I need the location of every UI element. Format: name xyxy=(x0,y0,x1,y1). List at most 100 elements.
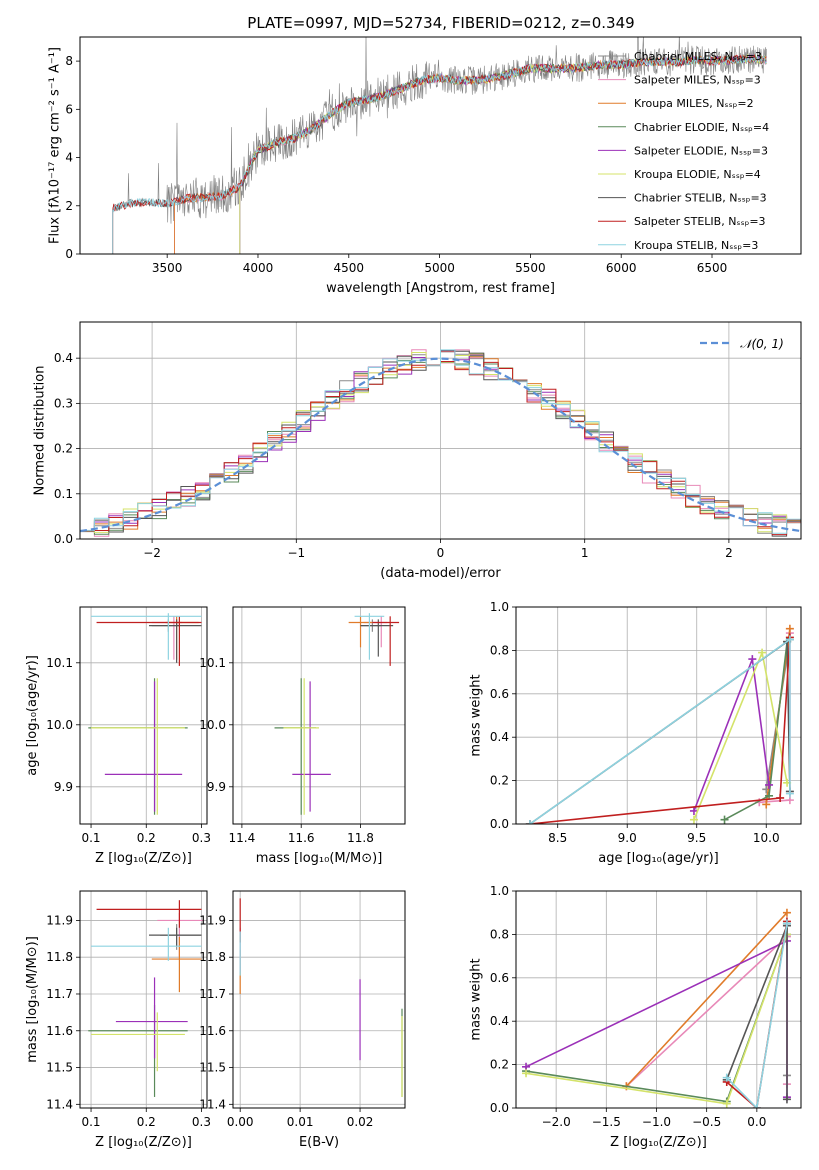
weight-marker xyxy=(785,624,794,633)
legend-entry: Chabrier MILES, Nₛₛₚ=3 xyxy=(634,50,762,63)
weight-marker xyxy=(722,1073,731,1082)
weight-marker xyxy=(765,780,774,789)
weight-marker xyxy=(782,908,791,917)
y-axis-label: mass weight xyxy=(469,958,484,1040)
y-tick-label: 10.0 xyxy=(46,718,73,732)
x-axis-label: Z [log₁₀(Z/Z⊙)] xyxy=(610,1135,707,1150)
y-axis-label: Flux [fλ10⁻¹⁷ erg cm⁻² s⁻¹ A⁻¹] xyxy=(48,47,63,244)
x-tick-label: 0.3 xyxy=(192,831,211,845)
y-tick-label: 0.8 xyxy=(490,643,509,657)
plot-area xyxy=(522,908,791,1108)
weight-marker xyxy=(689,815,698,824)
x-tick-label: 5500 xyxy=(515,261,546,275)
y-tick-label: 4 xyxy=(65,151,73,165)
y-tick-label: 2 xyxy=(65,199,73,213)
axes-frame xyxy=(515,606,802,825)
weight-marker xyxy=(525,820,534,824)
weight-marker xyxy=(722,1099,731,1108)
x-tick-label: 0.02 xyxy=(347,1115,374,1129)
axes-frame xyxy=(515,890,802,1109)
y-tick-label: 11.6 xyxy=(199,1024,226,1038)
weight-marker xyxy=(785,789,794,798)
y-tick-label: 11.7 xyxy=(199,987,226,1001)
x-axis-label: E(B-V) xyxy=(299,1135,339,1150)
x-tick-label: 11.4 xyxy=(229,831,256,845)
y-axis-label: mass weight xyxy=(469,674,484,756)
y-tick-label: 0.6 xyxy=(490,687,509,701)
axes-frame xyxy=(232,890,406,1109)
y-axis-label: Normed distribution xyxy=(33,366,48,496)
y-tick-label: 11.9 xyxy=(46,913,73,927)
x-tick-label: −1.0 xyxy=(642,1115,671,1129)
model-spectrum-kroupa-stelib xyxy=(112,55,767,254)
weight-marker xyxy=(785,635,794,644)
x-axis-label: Z [log₁₀(Z/Z⊙)] xyxy=(95,851,192,866)
y-tick-label: 0.3 xyxy=(54,396,73,410)
x-tick-label: −0.5 xyxy=(692,1115,721,1129)
plot-area xyxy=(88,613,202,815)
weight-line xyxy=(529,637,791,824)
y-tick-label: 0.0 xyxy=(490,817,509,831)
x-tick-label: 6500 xyxy=(697,261,728,275)
y-tick-label: 1.0 xyxy=(490,600,509,614)
x-tick-label: 6000 xyxy=(606,261,637,275)
weight-marker xyxy=(776,793,785,802)
weight-marker xyxy=(752,1104,761,1108)
x-tick-label: 2 xyxy=(725,546,733,560)
legend-entry: Salpeter ELODIE, Nₛₛₚ=3 xyxy=(634,144,768,157)
y-tick-label: 0.8 xyxy=(490,927,509,941)
x-tick-label: 10.0 xyxy=(753,831,780,845)
legend-entry: Kroupa ELODIE, Nₛₛₚ=4 xyxy=(634,168,761,181)
y-tick-label: 1.0 xyxy=(490,884,509,898)
y-tick-label: 0.4 xyxy=(490,730,509,744)
plot-area xyxy=(274,613,400,815)
y-tick-label: 10.0 xyxy=(199,718,226,732)
x-tick-label: 9.0 xyxy=(618,831,637,845)
legend-entry: Salpeter MILES, Nₛₛₚ=3 xyxy=(634,74,761,87)
y-tick-label: 9.9 xyxy=(207,780,226,794)
y-tick-label: 0 xyxy=(65,247,73,261)
x-tick-label: 0.0 xyxy=(747,1115,766,1129)
plot-area xyxy=(525,624,794,824)
x-axis-label: mass [log₁₀(M/M⊙)] xyxy=(256,851,383,866)
plot-area xyxy=(88,900,205,1097)
x-axis-label: wavelength [Angstrom, rest frame] xyxy=(326,281,555,296)
x-tick-label: 5000 xyxy=(424,261,455,275)
figure-title: PLATE=0997, MJD=52734, FIBERID=0212, z=0… xyxy=(247,14,634,32)
axes-frame xyxy=(79,36,802,255)
histogram-kroupa-stelib xyxy=(80,349,801,534)
panel-age-vs-Z: 0.1 0.2 0.3 9.9 10.0 10.1 Z [log₁₀(Z/Z⊙)] age [… xyxy=(25,606,211,866)
y-tick-label: 11.4 xyxy=(199,1097,226,1111)
weight-marker xyxy=(758,648,767,657)
y-tick-label: 0.1 xyxy=(54,487,73,501)
weight-marker xyxy=(782,1095,791,1104)
x-tick-label: 0 xyxy=(437,546,445,560)
x-tick-label: 0.00 xyxy=(227,1115,254,1129)
y-tick-label: 10.1 xyxy=(46,656,73,670)
legend-entry: Chabrier ELODIE, Nₛₛₚ=4 xyxy=(634,121,769,134)
axes-frame xyxy=(79,890,208,1109)
x-axis-label: Z [log₁₀(Z/Z⊙)] xyxy=(95,1135,192,1150)
x-tick-label: −1 xyxy=(287,546,305,560)
weight-marker xyxy=(782,919,791,928)
y-axis-label: age [log₁₀(age/yr)] xyxy=(25,655,40,776)
x-tick-label: 4500 xyxy=(334,261,365,275)
axes-frame xyxy=(232,606,406,825)
weight-marker xyxy=(689,806,698,815)
y-tick-label: 11.6 xyxy=(46,1024,73,1038)
y-tick-label: 11.4 xyxy=(46,1097,73,1111)
x-tick-label: −2 xyxy=(143,546,161,560)
y-tick-label: 11.7 xyxy=(46,987,73,1001)
y-axis-label: mass [log₁₀(M/M⊙)] xyxy=(25,936,40,1063)
y-tick-label: 0.6 xyxy=(490,971,509,985)
legend-entry: Salpeter STELIB, Nₛₛₚ=3 xyxy=(634,215,766,228)
axes-frame xyxy=(79,606,208,825)
x-tick-label: 11.6 xyxy=(288,831,315,845)
y-tick-label: 11.9 xyxy=(199,913,226,927)
panel-residuals: −2 −1 0 1 2 0.0 0.1 0.2 0.3 0.4 (data-model)/error… xyxy=(33,321,802,581)
x-tick-label: 0.2 xyxy=(137,831,156,845)
gaussian-curve xyxy=(80,357,801,533)
y-tick-label: 9.9 xyxy=(54,780,73,794)
weight-line xyxy=(693,649,788,821)
x-tick-label: 3500 xyxy=(152,261,183,275)
